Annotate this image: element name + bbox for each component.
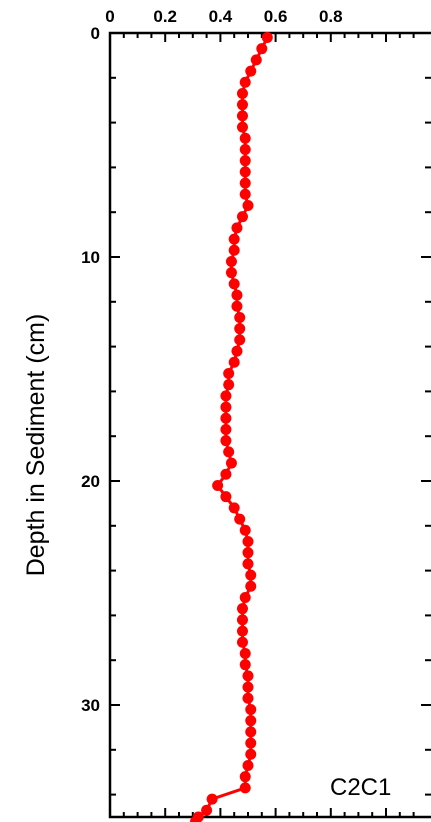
data-point	[239, 647, 251, 659]
x-tick-label: 0	[105, 7, 114, 26]
data-point	[225, 255, 237, 267]
y-axis-title: Depth in Sediment (cm)	[22, 314, 50, 577]
axes: 0 0.2 0.4 0.6 0.8 0 10 20 30	[81, 7, 431, 819]
data-point	[228, 233, 240, 245]
data-point	[190, 815, 202, 822]
data-point	[236, 99, 248, 111]
data-point	[223, 367, 235, 379]
data-point	[245, 703, 257, 715]
x-tick-label: 0.6	[264, 7, 288, 26]
data-point	[236, 614, 248, 626]
data-point	[239, 188, 251, 200]
data-point	[220, 435, 232, 447]
data-point	[231, 345, 243, 357]
data-point	[236, 636, 248, 648]
data-point	[225, 457, 237, 469]
data-point	[236, 603, 248, 615]
data-point	[242, 535, 254, 547]
data-point	[239, 771, 251, 783]
data-point	[220, 390, 232, 402]
data-point	[239, 166, 251, 178]
data-point	[228, 502, 240, 514]
data-point	[220, 491, 232, 503]
data-point	[242, 759, 254, 771]
data-point	[239, 177, 251, 189]
y-tick-label: 0	[91, 24, 100, 43]
data-point	[242, 692, 254, 704]
data-point	[231, 289, 243, 301]
data-point	[239, 524, 251, 536]
data-point	[245, 65, 257, 77]
series-layer	[190, 31, 273, 822]
data-point	[239, 155, 251, 167]
data-point	[223, 379, 235, 391]
y-tick-label: 20	[81, 472, 100, 491]
data-point	[220, 401, 232, 413]
data-point	[236, 110, 248, 122]
data-point	[236, 211, 248, 223]
data-point	[242, 199, 254, 211]
data-point	[234, 513, 246, 525]
data-point	[256, 43, 268, 55]
data-point	[245, 715, 257, 727]
data-point	[220, 423, 232, 435]
y-tick-label: 30	[81, 696, 100, 715]
data-point	[245, 748, 257, 760]
data-point	[236, 121, 248, 133]
data-point	[225, 267, 237, 279]
data-point	[239, 143, 251, 155]
data-point	[212, 479, 224, 491]
data-point	[242, 547, 254, 559]
x-tick-label: 0.2	[153, 7, 177, 26]
data-point	[242, 681, 254, 693]
data-point	[234, 334, 246, 346]
data-point	[234, 323, 246, 335]
data-point	[236, 87, 248, 99]
data-point	[220, 468, 232, 480]
data-point	[220, 412, 232, 424]
data-point	[201, 804, 213, 816]
data-point	[228, 244, 240, 256]
data-point	[239, 782, 251, 794]
panel-label: C2C1	[330, 774, 391, 801]
data-point	[236, 625, 248, 637]
data-point	[245, 580, 257, 592]
data-point	[245, 569, 257, 581]
series-line	[194, 36, 269, 822]
data-point	[231, 300, 243, 312]
data-point	[239, 76, 251, 88]
data-point	[242, 558, 254, 570]
data-point	[250, 54, 262, 66]
data-point	[239, 659, 251, 671]
data-point	[239, 132, 251, 144]
data-point	[228, 278, 240, 290]
data-point	[234, 311, 246, 323]
data-point	[239, 591, 251, 603]
plot-frame	[108, 31, 431, 819]
data-point	[228, 356, 240, 368]
data-point	[245, 726, 257, 738]
data-point	[261, 31, 273, 43]
data-point	[206, 793, 218, 805]
data-point	[242, 670, 254, 682]
x-tick-label: 0.8	[319, 7, 343, 26]
data-point	[245, 737, 257, 749]
y-tick-label: 10	[81, 248, 100, 267]
data-point	[223, 446, 235, 458]
data-point	[231, 222, 243, 234]
x-tick-label: 0.4	[209, 7, 233, 26]
